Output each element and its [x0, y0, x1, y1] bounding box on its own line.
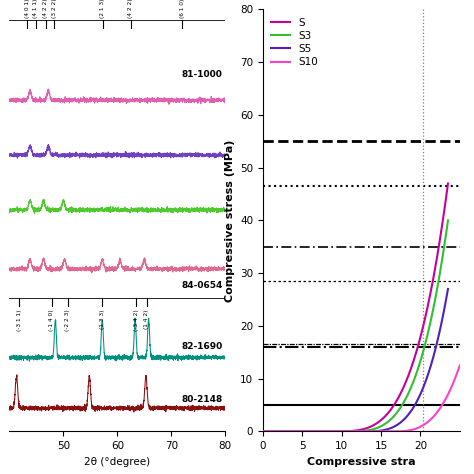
S	[401, 385, 406, 391]
S10	[260, 428, 266, 434]
S5	[378, 428, 384, 433]
S5	[373, 428, 378, 434]
S	[445, 181, 451, 186]
S5	[272, 428, 277, 434]
S	[368, 424, 374, 429]
S3	[401, 400, 406, 406]
Text: (-3 4 2): (-3 4 2)	[134, 309, 139, 331]
Text: (2 1 3): (2 1 3)	[100, 0, 105, 18]
S10	[385, 428, 391, 434]
Text: 82-1690: 82-1690	[181, 342, 222, 351]
Text: (6 1 0): (6 1 0)	[180, 0, 184, 18]
S5	[368, 428, 374, 434]
Text: (4 0 1): (4 0 1)	[25, 0, 30, 18]
Line: S5: S5	[263, 289, 448, 431]
S10	[429, 415, 435, 420]
S10	[374, 428, 380, 434]
S	[260, 428, 266, 434]
S3	[272, 428, 277, 434]
Text: (4 2 2): (4 2 2)	[43, 0, 48, 18]
Text: (-1 4 0): (-1 4 0)	[49, 309, 54, 331]
S10	[410, 427, 415, 433]
S3	[445, 218, 451, 223]
Text: 81-1000: 81-1000	[182, 70, 222, 79]
Text: (-3 1 1): (-3 1 1)	[17, 309, 22, 330]
Text: (-2 2 3): (-2 2 3)	[65, 309, 70, 331]
Line: S10: S10	[263, 365, 460, 431]
S3	[373, 426, 378, 431]
Line: S3: S3	[263, 220, 448, 431]
Text: 80-2148: 80-2148	[181, 395, 222, 404]
Text: (4 2 2): (4 2 2)	[128, 0, 133, 18]
S10	[272, 428, 278, 434]
S	[419, 327, 425, 333]
S10	[380, 428, 385, 434]
S	[373, 421, 378, 427]
S5	[419, 387, 425, 392]
S3	[419, 352, 425, 357]
Legend: S, S3, S5, S10: S, S3, S5, S10	[268, 15, 321, 70]
Text: (1 3 3): (1 3 3)	[100, 309, 105, 328]
S3	[378, 423, 384, 429]
Text: (3 2 2): (3 2 2)	[52, 0, 57, 18]
S10	[457, 363, 463, 368]
X-axis label: 2θ (°degree): 2θ (°degree)	[84, 456, 150, 466]
S3	[368, 427, 374, 433]
S	[272, 428, 277, 434]
Text: (4 1 1): (4 1 1)	[33, 0, 38, 18]
Text: 84-0654: 84-0654	[181, 281, 222, 290]
S5	[445, 286, 451, 292]
S5	[401, 417, 406, 423]
Y-axis label: Compressive stress (MPa): Compressive stress (MPa)	[225, 139, 235, 301]
S	[378, 418, 384, 423]
S5	[260, 428, 266, 434]
S3	[260, 428, 266, 434]
Text: (1 4 2): (1 4 2)	[145, 309, 149, 328]
X-axis label: Compressive stra: Compressive stra	[307, 456, 416, 466]
Line: S: S	[263, 183, 448, 431]
